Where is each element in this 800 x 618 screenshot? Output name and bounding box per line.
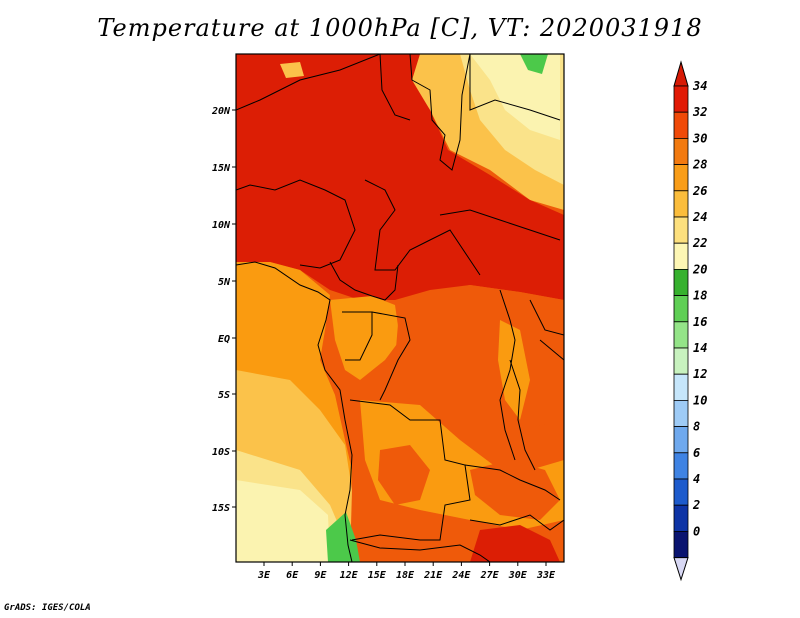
colorbar-swatch (673, 321, 689, 349)
colorbar-swatch (673, 242, 689, 270)
lat-label: 10S (212, 447, 230, 458)
colorbar-label: 30 (692, 131, 707, 145)
field-lake-mild (498, 320, 530, 420)
lat-label: 5S (218, 390, 230, 401)
border-uganda (529, 299, 564, 336)
field-ne-green (520, 54, 548, 74)
field-ne-pale (470, 54, 560, 140)
field-north-hot (236, 54, 564, 300)
colorbar-swatch (673, 452, 689, 480)
field-south-hot (470, 525, 560, 562)
colorbar-swatch (673, 164, 689, 192)
colorbar-label: 22 (692, 236, 707, 250)
colorbar-swatch (673, 216, 689, 244)
colorbar-swatch (673, 111, 689, 139)
colorbar-label: 16 (693, 315, 707, 329)
border-niger (236, 54, 381, 111)
colorbar-swatch (673, 426, 689, 454)
colorbar-swatch (673, 478, 689, 506)
field-gabon-warm (330, 296, 400, 380)
temperature-field (236, 54, 564, 562)
chart-title: Temperature at 1000hPa [C], VT: 20200319… (97, 14, 703, 42)
border-angola (349, 399, 471, 541)
lat-label: 20N (211, 106, 231, 117)
lat-label: 15N (212, 163, 231, 174)
border-sudan-west (409, 54, 471, 171)
colorbar-swatch (673, 373, 689, 401)
border-drc-east (499, 289, 516, 461)
colorbar-label: 26 (692, 184, 707, 198)
lat-label: EQ (218, 334, 230, 345)
colorbar-swatch (673, 504, 689, 532)
colorbar-label: 2 (692, 498, 700, 512)
border-libya-chad (379, 54, 411, 121)
lon-label: 6E (286, 570, 299, 581)
colorbar-label: 28 (692, 158, 707, 172)
field-sw-green (326, 512, 360, 562)
border-east-lakes (509, 359, 536, 471)
border-chad-car (364, 179, 481, 276)
lon-label: 15E (368, 570, 387, 581)
lat-label: 5N (218, 277, 231, 288)
colorbar-label: 10 (693, 393, 707, 407)
lon-label: 21E (423, 570, 443, 581)
colorbar-swatch (673, 399, 689, 427)
colorbar-label: 34 (692, 79, 707, 93)
field-angola-hot (378, 445, 430, 505)
latitude-axis: 20N 15N 10N 5N EQ 5S 10S 15S (211, 106, 236, 514)
colorbar-swatch (673, 531, 689, 559)
field-north-spot (280, 62, 304, 78)
map-frame (235, 53, 565, 563)
border-south-sudan (439, 209, 561, 241)
border-congo-drc (371, 311, 411, 401)
colorbar-swatch (673, 85, 689, 113)
lon-label: 24E (451, 570, 471, 581)
lon-label: 3E (257, 570, 271, 581)
colorbar-label: 12 (693, 367, 707, 381)
border-sw (349, 539, 491, 562)
border-gabon (342, 311, 373, 361)
grads-credit: GrADS: IGES/COLA (4, 603, 91, 613)
lon-label: 33E (536, 570, 556, 581)
colorbar-label: 8 (693, 420, 700, 434)
field-zambia-hot (470, 460, 560, 520)
field-ocean-pale (236, 480, 330, 562)
colorbar-label: 0 (693, 524, 700, 538)
colorbar-top-arrow (673, 60, 689, 87)
colorbar-label: 20 (692, 262, 707, 276)
colorbar-label: 24 (692, 210, 707, 224)
lon-label: 27E (480, 570, 500, 581)
colorbar-bottom-arrow (673, 557, 689, 582)
lon-label: 12E (340, 570, 359, 581)
colorbar-swatch (673, 137, 689, 165)
lon-label: 18E (396, 570, 415, 581)
lat-label: 10N (212, 220, 231, 231)
colorbar-label: 4 (693, 472, 700, 486)
lat-label: 15S (212, 503, 230, 514)
colorbar-label: 14 (693, 341, 707, 355)
colorbar-swatch (673, 190, 689, 218)
border-mozambique (469, 514, 564, 531)
colorbar-swatch (673, 347, 689, 375)
colorbar-label: 18 (693, 289, 707, 303)
colorbar-swatch (673, 268, 689, 296)
border-ethiopia (469, 54, 561, 121)
colorbar-label: 32 (692, 105, 707, 119)
border-zambia (464, 464, 561, 501)
colorbar-swatch (673, 295, 689, 323)
lon-label: 9E (314, 570, 327, 581)
border-cameroon (329, 261, 399, 301)
longitude-axis: 3E 6E 9E 12E 15E 18E 21E 24E 27E 30E 33E (257, 562, 556, 581)
lon-label: 30E (508, 570, 528, 581)
country-borders (236, 54, 564, 562)
colorbar-label: 6 (693, 446, 700, 460)
coastline-west (236, 261, 353, 562)
border-kenya (539, 339, 564, 361)
border-nigeria (236, 179, 356, 269)
